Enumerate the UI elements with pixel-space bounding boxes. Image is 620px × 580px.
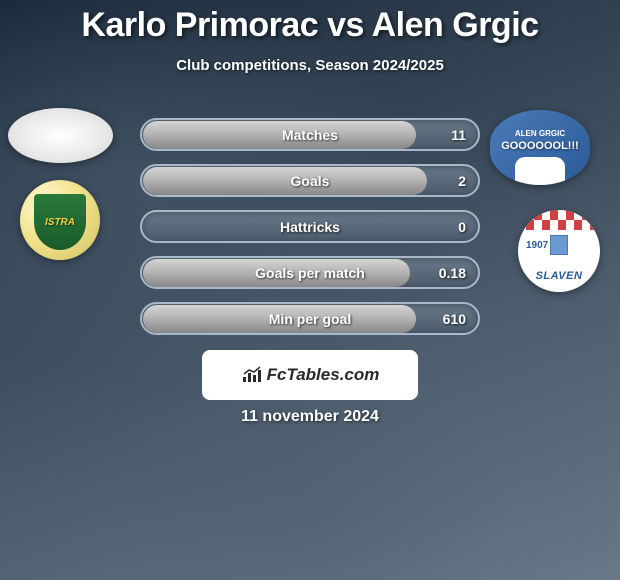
- club-right-checker-row2: [518, 220, 600, 230]
- stat-bar-fill: [143, 167, 427, 195]
- stat-value: 610: [443, 311, 466, 327]
- brand-badge: FcTables.com: [202, 350, 418, 400]
- club-right-badge: 1907 SLAVEN: [518, 210, 600, 292]
- player-right-photo: ALEN GRGIC GOOOOOOL!!!: [490, 110, 590, 185]
- stat-row: Goals per match 0.18: [140, 256, 480, 289]
- chart-icon: [241, 366, 263, 384]
- stat-row: Goals 2: [140, 164, 480, 197]
- stat-label: Min per goal: [269, 311, 351, 327]
- content-area: Karlo Primorac vs Alen Grgic Club compet…: [0, 0, 620, 580]
- club-right-name: SLAVEN: [518, 270, 600, 282]
- stat-value: 0.18: [439, 265, 466, 281]
- stat-value: 2: [458, 173, 466, 189]
- player-right-jersey: [515, 157, 565, 185]
- club-left-circle: ISTRA: [20, 180, 100, 260]
- brand-text: FcTables.com: [267, 365, 380, 385]
- club-right-year: 1907: [526, 240, 548, 251]
- club-left-badge: ISTRA: [20, 180, 100, 264]
- stat-label: Goals: [291, 173, 330, 189]
- page-title: Karlo Primorac vs Alen Grgic: [0, 0, 620, 45]
- stat-value: 0: [458, 219, 466, 235]
- stat-label: Goals per match: [255, 265, 365, 281]
- player-right-name: ALEN GRGIC: [515, 129, 565, 138]
- subtitle: Club competitions, Season 2024/2025: [0, 57, 620, 74]
- stat-row: Hattricks 0: [140, 210, 480, 243]
- stat-label: Hattricks: [280, 219, 340, 235]
- date-label: 11 november 2024: [0, 408, 620, 426]
- stat-value: 11: [451, 127, 466, 143]
- club-left-shield: ISTRA: [34, 194, 86, 250]
- stat-label: Matches: [282, 127, 338, 143]
- stat-row: Matches 11: [140, 118, 480, 151]
- player-right-goal-text: GOOOOOOL!!!: [501, 140, 579, 152]
- club-right-circle: 1907 SLAVEN: [518, 210, 600, 292]
- club-left-name: ISTRA: [45, 217, 75, 228]
- player-left-photo: [8, 108, 113, 163]
- stats-bars: Matches 11 Goals 2 Hattricks 0 Goals per match…: [140, 118, 480, 348]
- club-right-castle-icon: [550, 235, 568, 255]
- stat-bar-fill: [143, 121, 417, 149]
- stat-row: Min per goal 610: [140, 302, 480, 335]
